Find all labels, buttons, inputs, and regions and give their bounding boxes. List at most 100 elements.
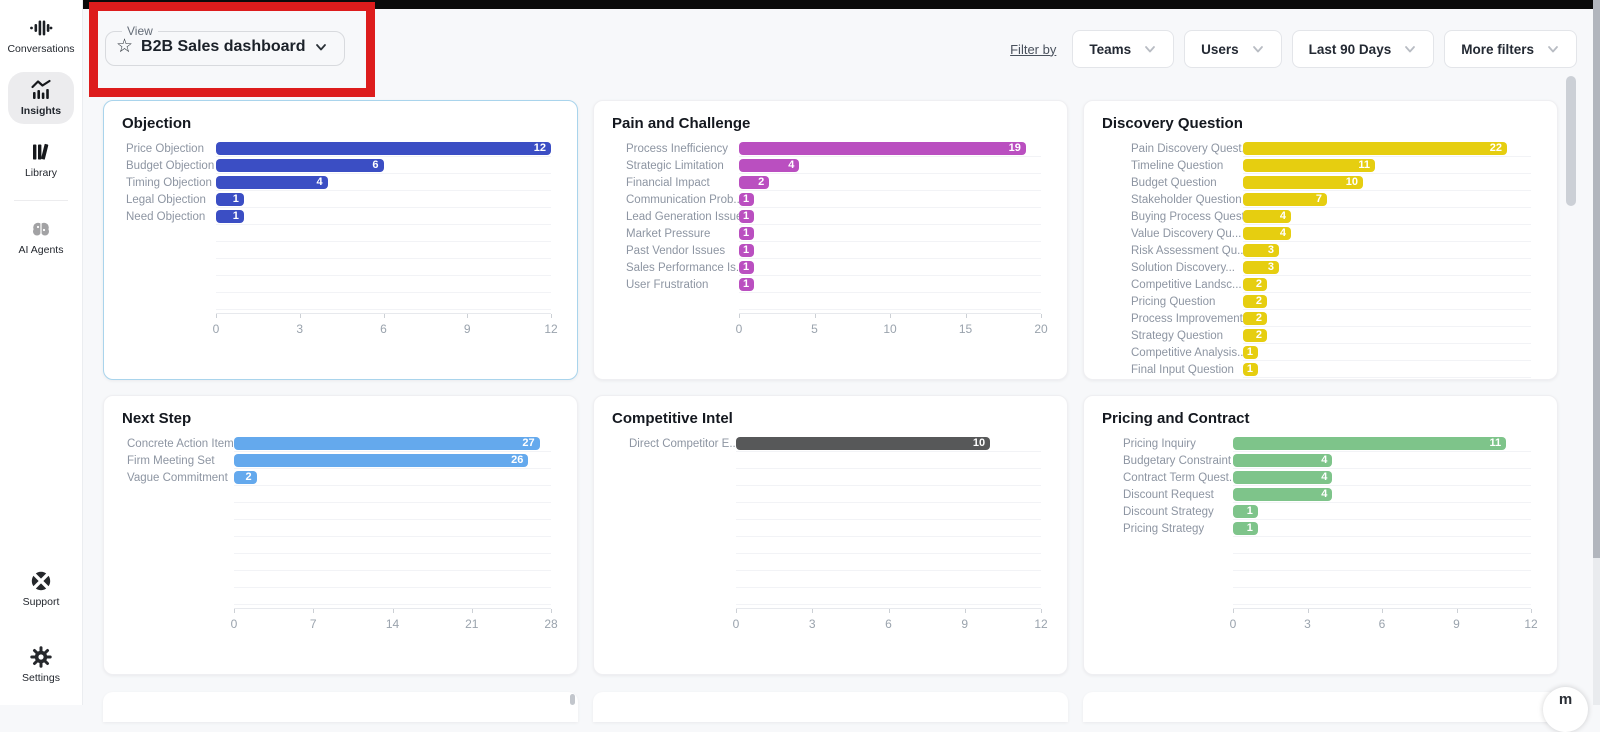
bar-pain-and-challenge-6[interactable]: 1 [739, 243, 755, 257]
bar-discovery-question-3[interactable]: 7 [1243, 192, 1327, 206]
chart-row [612, 452, 1041, 469]
sidebar-item-library[interactable]: Library [8, 134, 74, 186]
bar-discovery-question-7[interactable]: 3 [1243, 260, 1279, 274]
chart-row [122, 537, 551, 554]
bar-discovery-question-6[interactable]: 3 [1243, 243, 1279, 257]
chart-row [612, 293, 1041, 310]
filter-button-more-filters[interactable]: More filters [1444, 30, 1577, 68]
bar-discovery-question-11[interactable]: 2 [1243, 328, 1267, 342]
bar-next-step-0[interactable]: 27 [234, 436, 540, 450]
window-scrollbar-thumb[interactable] [1593, 0, 1600, 558]
category-label: Buying Process Quest... [1131, 210, 1243, 223]
bar-pain-and-challenge-4[interactable]: 1 [739, 209, 755, 223]
x-axis-tick [392, 609, 394, 613]
bar-value-label: 3 [1267, 244, 1274, 256]
bar-track: 6 [216, 157, 551, 174]
bar-next-step-2[interactable]: 2 [234, 470, 257, 484]
bar-pricing-and-contract-5[interactable]: 1 [1233, 521, 1258, 535]
bar-objection-0[interactable]: 12 [216, 141, 551, 155]
bar-pricing-and-contract-3[interactable]: 4 [1233, 487, 1333, 501]
bar-discovery-question-13[interactable]: 1 [1243, 362, 1258, 376]
bar-value-label: 22 [1489, 142, 1502, 154]
category-label: Firm Meeting Set [127, 454, 215, 467]
chart-row: Legal Objection 1 [122, 191, 551, 208]
filter-button-users[interactable]: Users [1184, 30, 1282, 68]
sidebar-divider [14, 200, 68, 201]
bar-value-label: 1 [232, 193, 239, 205]
bar-discovery-question-0[interactable]: 22 [1243, 141, 1507, 155]
bar-value-label: 2 [245, 471, 252, 483]
category-label: Strategy Question [1131, 329, 1224, 342]
bar-objection-1[interactable]: 6 [216, 158, 384, 172]
bar-discovery-question-8[interactable]: 2 [1243, 277, 1267, 291]
x-axis-tick-label: 10 [883, 322, 897, 336]
bar-track: 1 [216, 208, 551, 225]
chart-card-objection: Objection Price Objection 12 Budget Objecti… [103, 100, 578, 380]
sidebar-item-insights[interactable]: Insights [8, 72, 74, 124]
chart-row: Market Pressure 1 [612, 225, 1041, 242]
content-scrollbar-thumb[interactable] [1566, 76, 1576, 206]
card-scrollbar-nub[interactable] [570, 694, 575, 705]
sidebar-item-conversations[interactable]: Conversations [7, 10, 75, 62]
bar-track [736, 503, 1041, 520]
bar-track: 26 [234, 452, 551, 469]
sidebar-item-label: Conversations [7, 43, 75, 55]
bar-pain-and-challenge-2[interactable]: 2 [739, 175, 770, 189]
filter-by-link[interactable]: Filter by [1010, 41, 1057, 57]
chart-row [612, 486, 1041, 503]
sidebar-item-settings[interactable]: Settings [8, 639, 74, 691]
category-label: Timing Objection [126, 176, 212, 189]
sidebar-item-label: Insights [20, 105, 62, 117]
bar-track [736, 537, 1041, 554]
bar-pain-and-challenge-1[interactable]: 4 [739, 158, 800, 172]
bar-track: 1 [1243, 361, 1531, 378]
bar-value-label: 10 [1345, 176, 1358, 188]
category-label: Need Objection [126, 210, 206, 223]
chart-card-competitive-intel: Competitive Intel Direct Competitor E... 1… [593, 395, 1068, 675]
bar-next-step-1[interactable]: 26 [234, 453, 529, 467]
bar-discovery-question-10[interactable]: 2 [1243, 311, 1267, 325]
bar-discovery-question-9[interactable]: 2 [1243, 294, 1267, 308]
bar-discovery-question-4[interactable]: 4 [1243, 209, 1291, 223]
bar-discovery-question-5[interactable]: 4 [1243, 226, 1291, 240]
sidebar-item-label: AI Agents [18, 244, 64, 256]
view-selector[interactable]: View ☆ B2B Sales dashboard [105, 24, 345, 66]
x-axis: 0 3 6 9 12 [213, 313, 558, 347]
bar-pricing-and-contract-4[interactable]: 1 [1233, 504, 1258, 518]
filter-button-teams[interactable]: Teams [1072, 30, 1175, 68]
sidebar-item-ai-agents[interactable]: AI Agents [8, 211, 74, 263]
bar-competitive-intel-0[interactable]: 10 [736, 436, 991, 450]
bar-track [216, 225, 551, 242]
bar-objection-3[interactable]: 1 [216, 192, 244, 206]
bar-track: 22 [1243, 140, 1531, 157]
bar-pain-and-challenge-3[interactable]: 1 [739, 192, 755, 206]
bar-value-label: 4 [1321, 488, 1328, 500]
chart-row [612, 503, 1041, 520]
filter-button-date-range[interactable]: Last 90 Days [1291, 30, 1435, 68]
chart-title: Discovery Question [1102, 115, 1243, 132]
bar-value-label: 1 [742, 244, 750, 256]
category-label: Pricing Strategy [1123, 522, 1205, 535]
bar-pain-and-challenge-5[interactable]: 1 [739, 226, 755, 240]
chart-row [122, 520, 551, 537]
bar-objection-4[interactable]: 1 [216, 209, 244, 223]
bar-pain-and-challenge-0[interactable]: 19 [739, 141, 1026, 155]
bar-pain-and-challenge-8[interactable]: 1 [739, 277, 755, 291]
bar-pricing-and-contract-1[interactable]: 4 [1233, 453, 1333, 467]
bar-pricing-and-contract-2[interactable]: 4 [1233, 470, 1333, 484]
bar-pricing-and-contract-0[interactable]: 11 [1233, 436, 1507, 450]
bar-discovery-question-2[interactable]: 10 [1243, 175, 1363, 189]
bar-pain-and-challenge-7[interactable]: 1 [739, 260, 755, 274]
bar-discovery-question-1[interactable]: 11 [1243, 158, 1375, 172]
x-axis-tick [814, 314, 816, 318]
chat-widget-button[interactable]: m [1543, 687, 1588, 732]
sidebar-item-support[interactable]: Support [8, 563, 74, 615]
chart-row: Sales Performance Is... 1 [612, 259, 1041, 276]
bar-track [736, 571, 1041, 588]
bar-value-label: 10 [972, 437, 986, 449]
x-axis-tick [736, 609, 737, 613]
bar-objection-2[interactable]: 4 [216, 175, 328, 189]
chart-row: Concrete Action Item 27 [122, 435, 551, 452]
x-axis-tick [1041, 314, 1042, 318]
bar-discovery-question-12[interactable]: 1 [1243, 345, 1258, 359]
